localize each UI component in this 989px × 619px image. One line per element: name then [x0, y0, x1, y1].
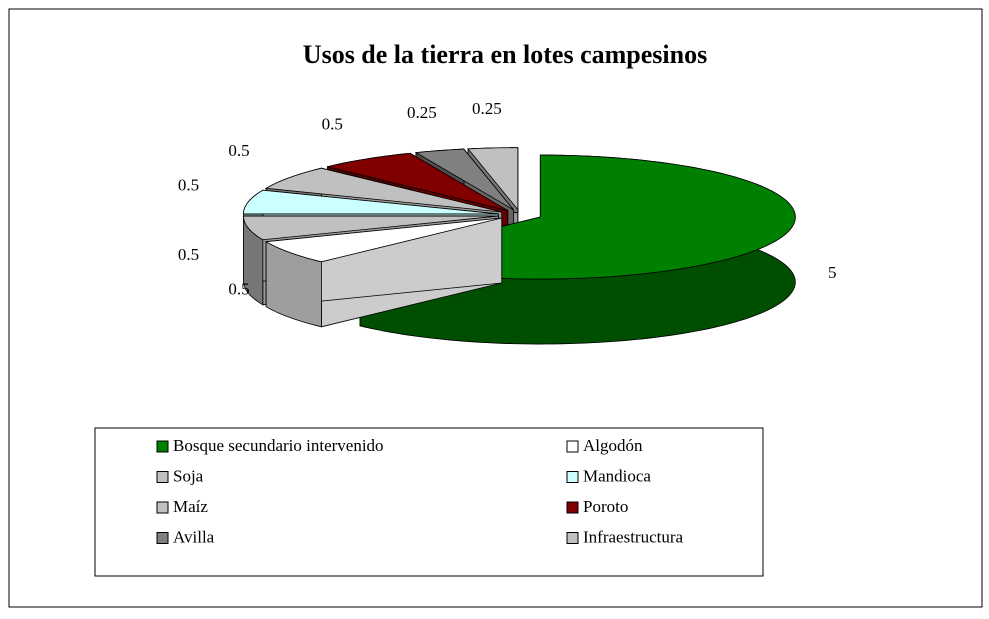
- legend-label: Mandioca: [583, 466, 651, 485]
- chart-title: Usos de la tierra en lotes campesinos: [303, 40, 707, 69]
- data-label: 0.5: [228, 279, 249, 298]
- slice: [414, 148, 514, 211]
- data-label: 0.5: [228, 141, 249, 160]
- legend-label: Soja: [173, 466, 204, 485]
- legend-swatch: [156, 532, 169, 544]
- slice: [242, 215, 499, 241]
- legend-swatch: [566, 501, 579, 514]
- data-label: 0.5: [322, 115, 343, 134]
- legend-box: [94, 427, 764, 577]
- data-label: 5: [828, 263, 837, 282]
- data-label: 0.25: [472, 99, 502, 118]
- data-label: 0.5: [178, 245, 199, 264]
- slice: [242, 189, 499, 215]
- legend-label: Avilla: [173, 527, 215, 546]
- slice: [467, 147, 519, 211]
- legend-swatch: [566, 440, 579, 453]
- data-label: 0.5: [178, 175, 199, 194]
- legend-swatch: [156, 501, 169, 514]
- legend-swatch: [156, 471, 169, 483]
- slice: [264, 167, 502, 213]
- legend-label: Algodón: [583, 436, 643, 455]
- data-label: 0.25: [407, 103, 437, 122]
- legend-label: Maíz: [173, 497, 208, 516]
- legend-swatch: [156, 440, 169, 453]
- legend-swatch: [566, 532, 579, 544]
- legend-swatch: [566, 471, 579, 483]
- legend-label: Poroto: [583, 497, 628, 516]
- legend-label: Infraestructura: [583, 527, 684, 546]
- slice: [264, 217, 502, 263]
- legend-label: Bosque secundario intervenido: [173, 436, 384, 455]
- slice: [327, 152, 508, 211]
